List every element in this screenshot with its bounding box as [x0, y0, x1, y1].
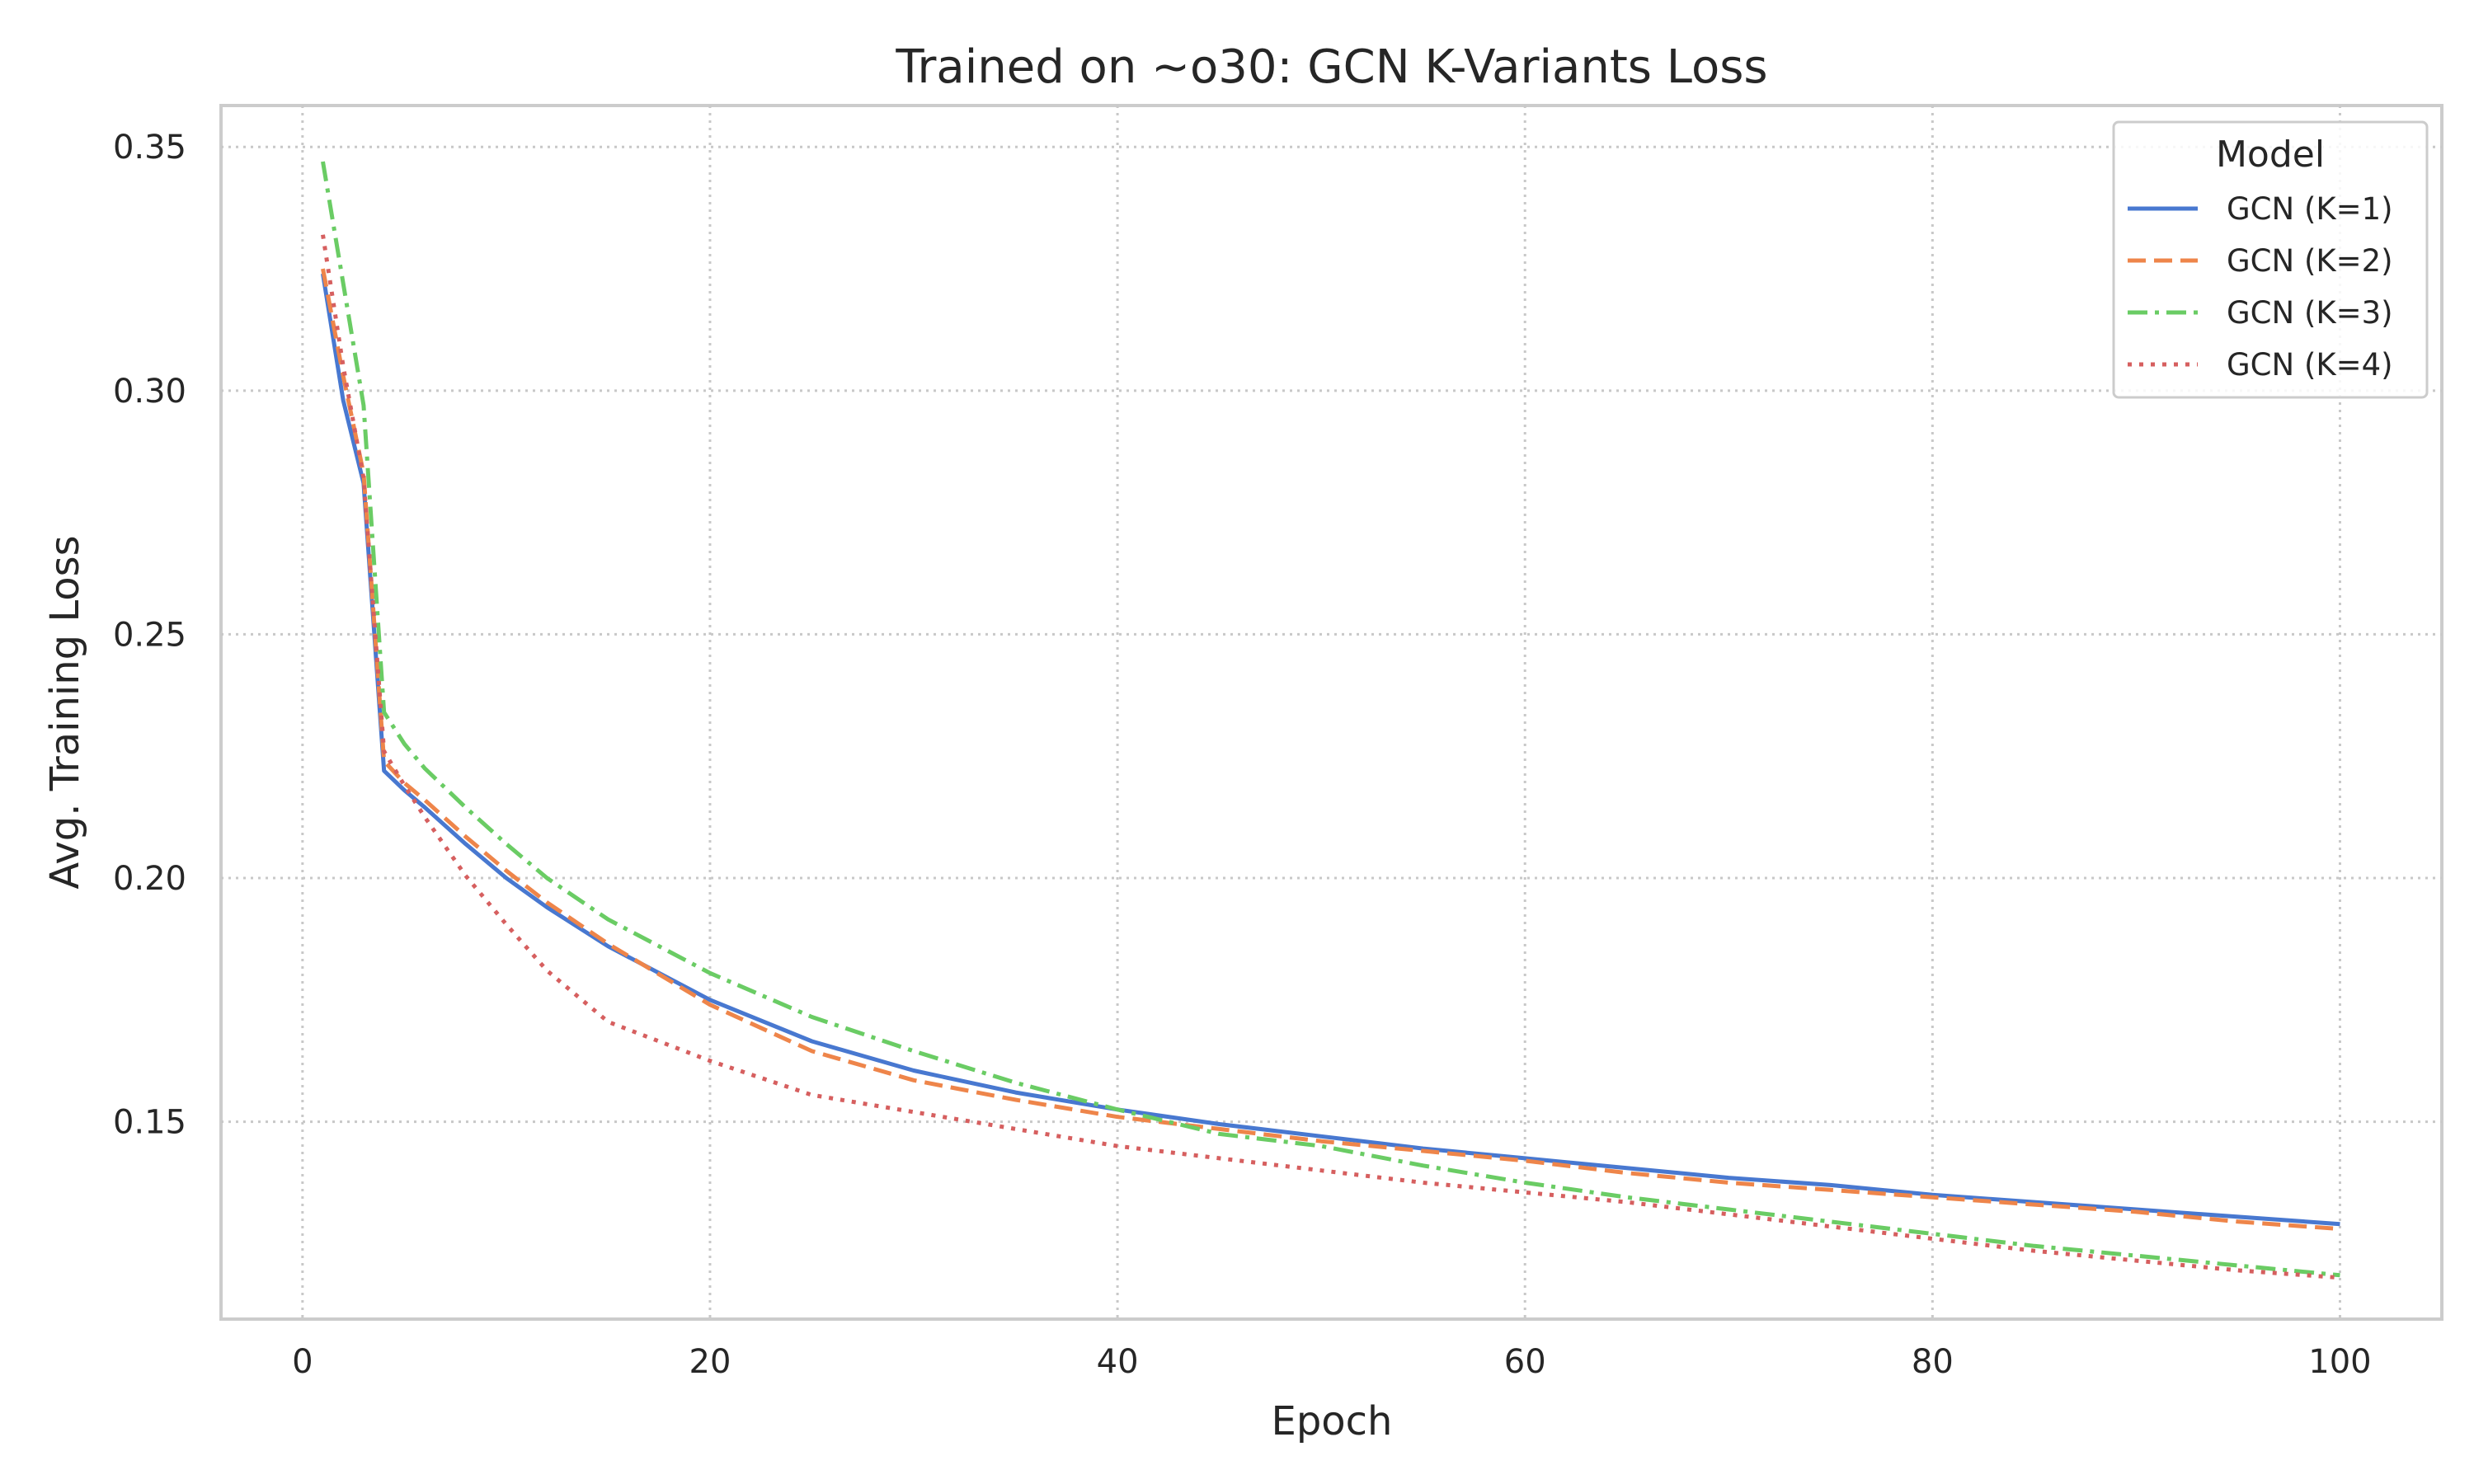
y-tick-label: 0.20 — [113, 860, 186, 898]
series-line-k3 — [321, 161, 2340, 1278]
x-tick-label: 40 — [1097, 1343, 1139, 1381]
y-tick-label: 0.35 — [113, 129, 186, 167]
x-tick-label: 100 — [2308, 1343, 2371, 1381]
x-tick-label: 0 — [292, 1343, 313, 1381]
plot-area — [219, 104, 2443, 1321]
y-tick-label: 0.30 — [113, 373, 186, 411]
legend-label-k2: GCN (K=2) — [2227, 243, 2393, 279]
legend-label-k4: GCN (K=4) — [2227, 347, 2393, 383]
y-axis-ticks: 0.15 0.20 0.25 0.30 0.35 — [113, 129, 186, 1141]
x-axis-label: Epoch — [1272, 1398, 1393, 1444]
series-line-k1 — [321, 273, 2340, 1227]
legend-title: Model — [2216, 134, 2325, 176]
x-tick-label: 60 — [1504, 1343, 1546, 1381]
legend-items: GCN (K=1) GCN (K=2) GCN (K=3) GCN (K=4) — [2128, 191, 2393, 383]
legend-label-k3: GCN (K=3) — [2227, 295, 2393, 331]
y-axis-label: Avg. Training Loss — [42, 535, 88, 889]
legend: Model GCN (K=1)GCN (K=2)GCN (K=3)GCN (K=… — [2112, 120, 2429, 399]
y-tick-label: 0.25 — [113, 616, 186, 654]
y-tick-label: 0.15 — [113, 1104, 186, 1142]
x-tick-label: 20 — [689, 1343, 731, 1381]
x-axis-ticks: 0 20 40 60 80 100 — [292, 1343, 2372, 1381]
x-tick-label: 80 — [1912, 1343, 1954, 1381]
legend-box — [2112, 120, 2429, 399]
series-lines — [321, 161, 2340, 1280]
series-line-k2 — [321, 268, 2340, 1232]
legend-label-k1: GCN (K=1) — [2227, 191, 2393, 227]
chart-title: Trained on ~o30: GCN K-Variants Loss — [895, 40, 1767, 94]
